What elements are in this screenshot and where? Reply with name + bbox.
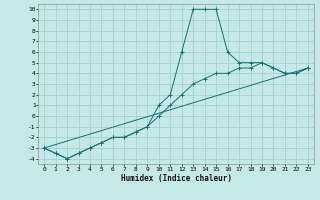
X-axis label: Humidex (Indice chaleur): Humidex (Indice chaleur): [121, 174, 231, 183]
